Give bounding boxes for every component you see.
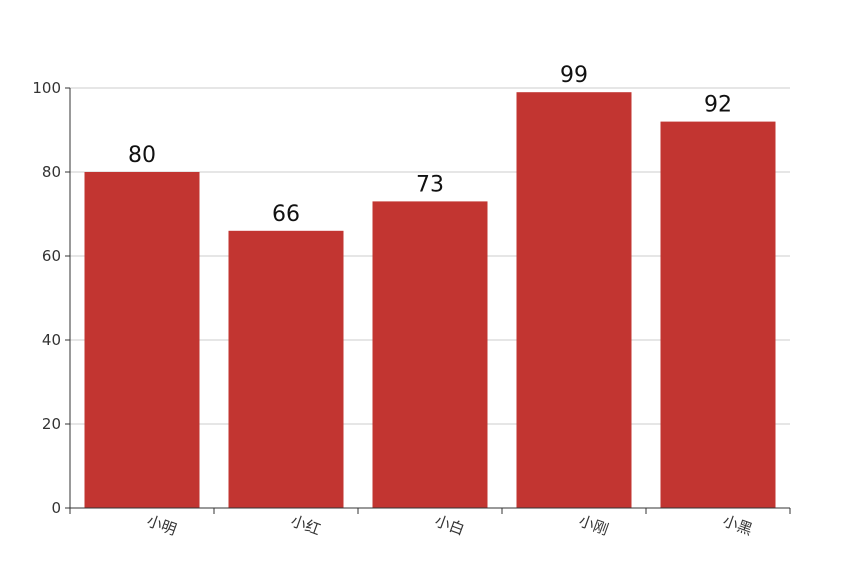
y-tick-label: 40 bbox=[42, 331, 61, 349]
x-category-label: 小明 bbox=[145, 512, 179, 539]
x-category-label: 小刚 bbox=[577, 512, 611, 539]
bar-0[interactable] bbox=[84, 172, 200, 508]
x-category-label: 小红 bbox=[289, 512, 323, 539]
bar-value-label: 92 bbox=[704, 93, 732, 118]
y-tick-label: 20 bbox=[42, 415, 61, 433]
bar-value-label: 80 bbox=[128, 143, 156, 168]
bar-2[interactable] bbox=[372, 201, 488, 508]
bar-value-label: 66 bbox=[272, 202, 300, 227]
bar-value-label: 73 bbox=[416, 172, 444, 197]
bar-4[interactable] bbox=[660, 121, 776, 508]
bar-value-label: 99 bbox=[560, 63, 588, 88]
bar-1[interactable] bbox=[228, 230, 344, 509]
x-category-label: 小白 bbox=[433, 512, 467, 539]
bars bbox=[84, 92, 776, 509]
y-tick-label: 0 bbox=[51, 499, 61, 517]
x-category-label: 小黑 bbox=[721, 512, 755, 539]
y-tick-label: 80 bbox=[42, 163, 61, 181]
bar-3[interactable] bbox=[516, 92, 632, 508]
y-tick-label: 60 bbox=[42, 247, 61, 265]
axes bbox=[65, 87, 791, 514]
y-tick-label: 100 bbox=[32, 79, 61, 97]
